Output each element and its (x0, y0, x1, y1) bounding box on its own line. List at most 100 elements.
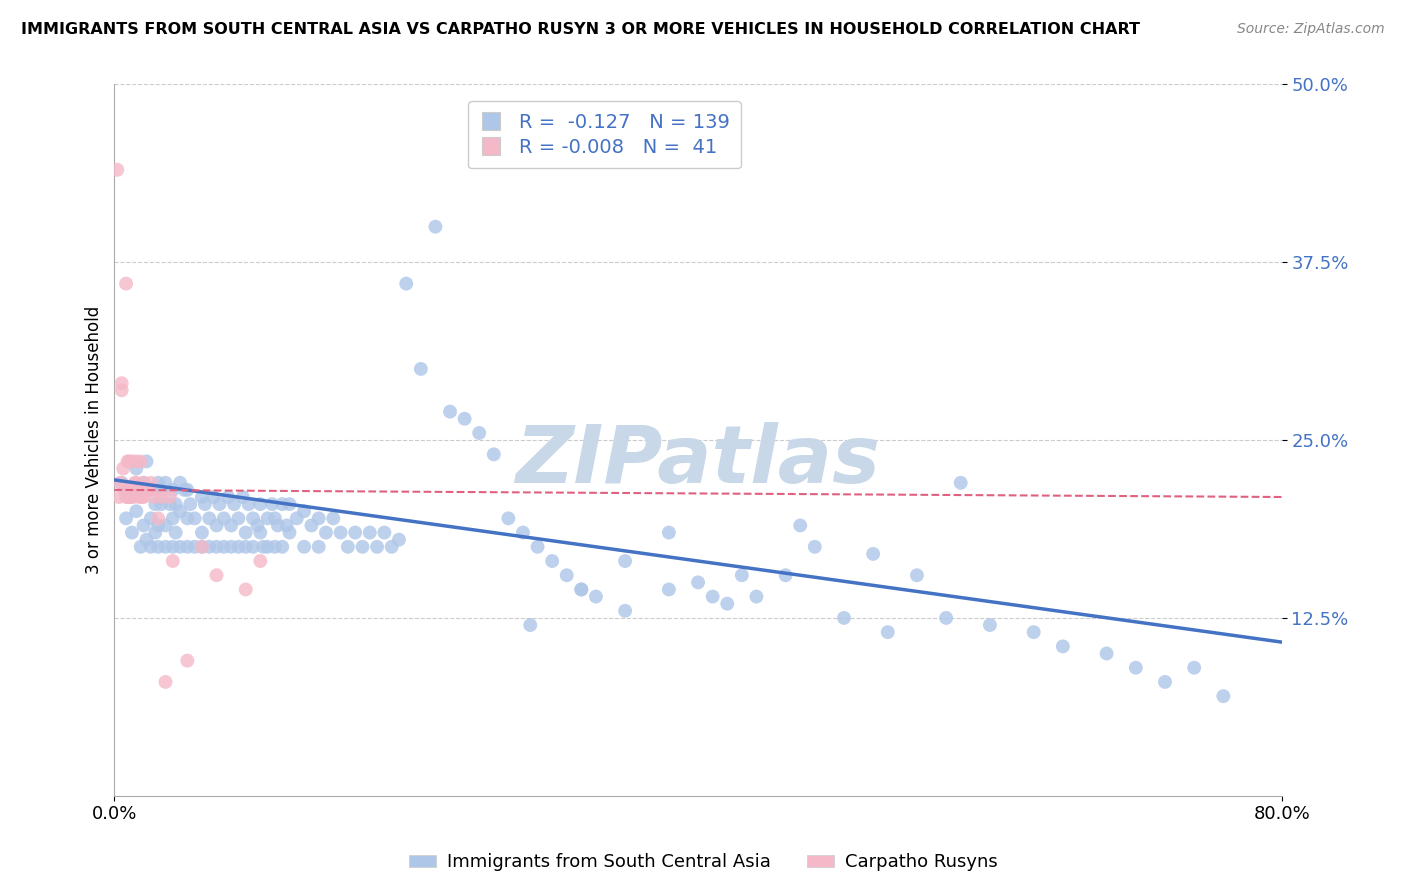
Point (205, 568, 228, 582)
Point (979, 618, 1001, 632)
Point (292, 540, 315, 554)
Point (242, 511, 264, 525)
Point (512, 525, 534, 540)
Point (285, 511, 308, 525)
Point (425, 219, 447, 234)
Point (183, 511, 205, 525)
Point (395, 277, 418, 291)
Point (1095, 647, 1118, 661)
Point (935, 611, 957, 625)
Point (135, 454, 157, 468)
Point (439, 404, 461, 418)
Point (165, 525, 187, 540)
Point (198, 511, 221, 525)
Point (228, 511, 250, 525)
Point (246, 518, 269, 533)
Point (217, 490, 239, 504)
Point (122, 490, 145, 504)
Point (132, 518, 155, 533)
Point (745, 590, 768, 604)
Point (1154, 675, 1177, 690)
Point (132, 475, 155, 490)
Point (264, 511, 287, 525)
Point (139, 540, 162, 554)
Point (176, 483, 198, 497)
Point (716, 597, 738, 611)
Point (125, 454, 148, 468)
Point (249, 525, 271, 540)
Point (292, 504, 315, 518)
Point (142, 490, 165, 504)
Point (336, 540, 359, 554)
Point (111, 376, 134, 391)
Point (143, 525, 166, 540)
Point (107, 490, 129, 504)
Point (173, 483, 195, 497)
Point (162, 554, 184, 568)
Point (702, 590, 724, 604)
Point (159, 497, 181, 511)
Point (135, 533, 157, 547)
Point (731, 568, 754, 582)
Point (322, 511, 344, 525)
Point (121, 525, 143, 540)
Point (208, 497, 231, 511)
Point (125, 461, 148, 475)
Point (238, 497, 260, 511)
Point (271, 540, 294, 554)
Point (468, 425, 491, 440)
Point (162, 483, 184, 497)
Point (205, 540, 228, 554)
Point (191, 540, 214, 554)
Point (905, 568, 928, 582)
Point (115, 490, 138, 504)
Point (129, 454, 152, 468)
Point (155, 475, 177, 490)
Point (139, 475, 162, 490)
Point (155, 540, 177, 554)
Point (658, 525, 681, 540)
Point (183, 540, 205, 554)
Point (519, 618, 541, 632)
Point (235, 525, 257, 540)
Point (235, 540, 257, 554)
Point (191, 525, 214, 540)
Point (832, 611, 855, 625)
Point (191, 490, 214, 504)
Point (271, 497, 294, 511)
Point (165, 497, 187, 511)
Point (105, 162, 128, 177)
Point (129, 540, 152, 554)
Point (139, 511, 162, 525)
Point (129, 483, 152, 497)
Point (949, 475, 972, 490)
Point (252, 540, 274, 554)
Point (388, 533, 411, 547)
Point (212, 511, 235, 525)
Point (127, 483, 149, 497)
Point (117, 454, 139, 468)
Point (482, 447, 505, 461)
Point (143, 497, 166, 511)
Point (541, 554, 564, 568)
Point (212, 540, 235, 554)
Point (308, 540, 330, 554)
Point (222, 497, 245, 511)
Point (159, 490, 181, 504)
Point (118, 490, 141, 504)
Point (315, 525, 337, 540)
Point (179, 497, 201, 511)
Point (111, 475, 134, 490)
Point (148, 518, 170, 533)
Point (862, 547, 884, 561)
Point (686, 575, 709, 590)
Point (1212, 689, 1234, 703)
Text: Source: ZipAtlas.com: Source: ZipAtlas.com (1237, 22, 1385, 37)
Point (110, 475, 132, 490)
Point (453, 411, 475, 425)
Y-axis label: 3 or more Vehicles in Household: 3 or more Vehicles in Household (86, 306, 103, 574)
Point (125, 475, 148, 490)
Point (366, 540, 388, 554)
Text: IMMIGRANTS FROM SOUTH CENTRAL ASIA VS CARPATHO RUSYN 3 OR MORE VEHICLES IN HOUSE: IMMIGRANTS FROM SOUTH CENTRAL ASIA VS CA… (21, 22, 1140, 37)
Point (614, 554, 637, 568)
